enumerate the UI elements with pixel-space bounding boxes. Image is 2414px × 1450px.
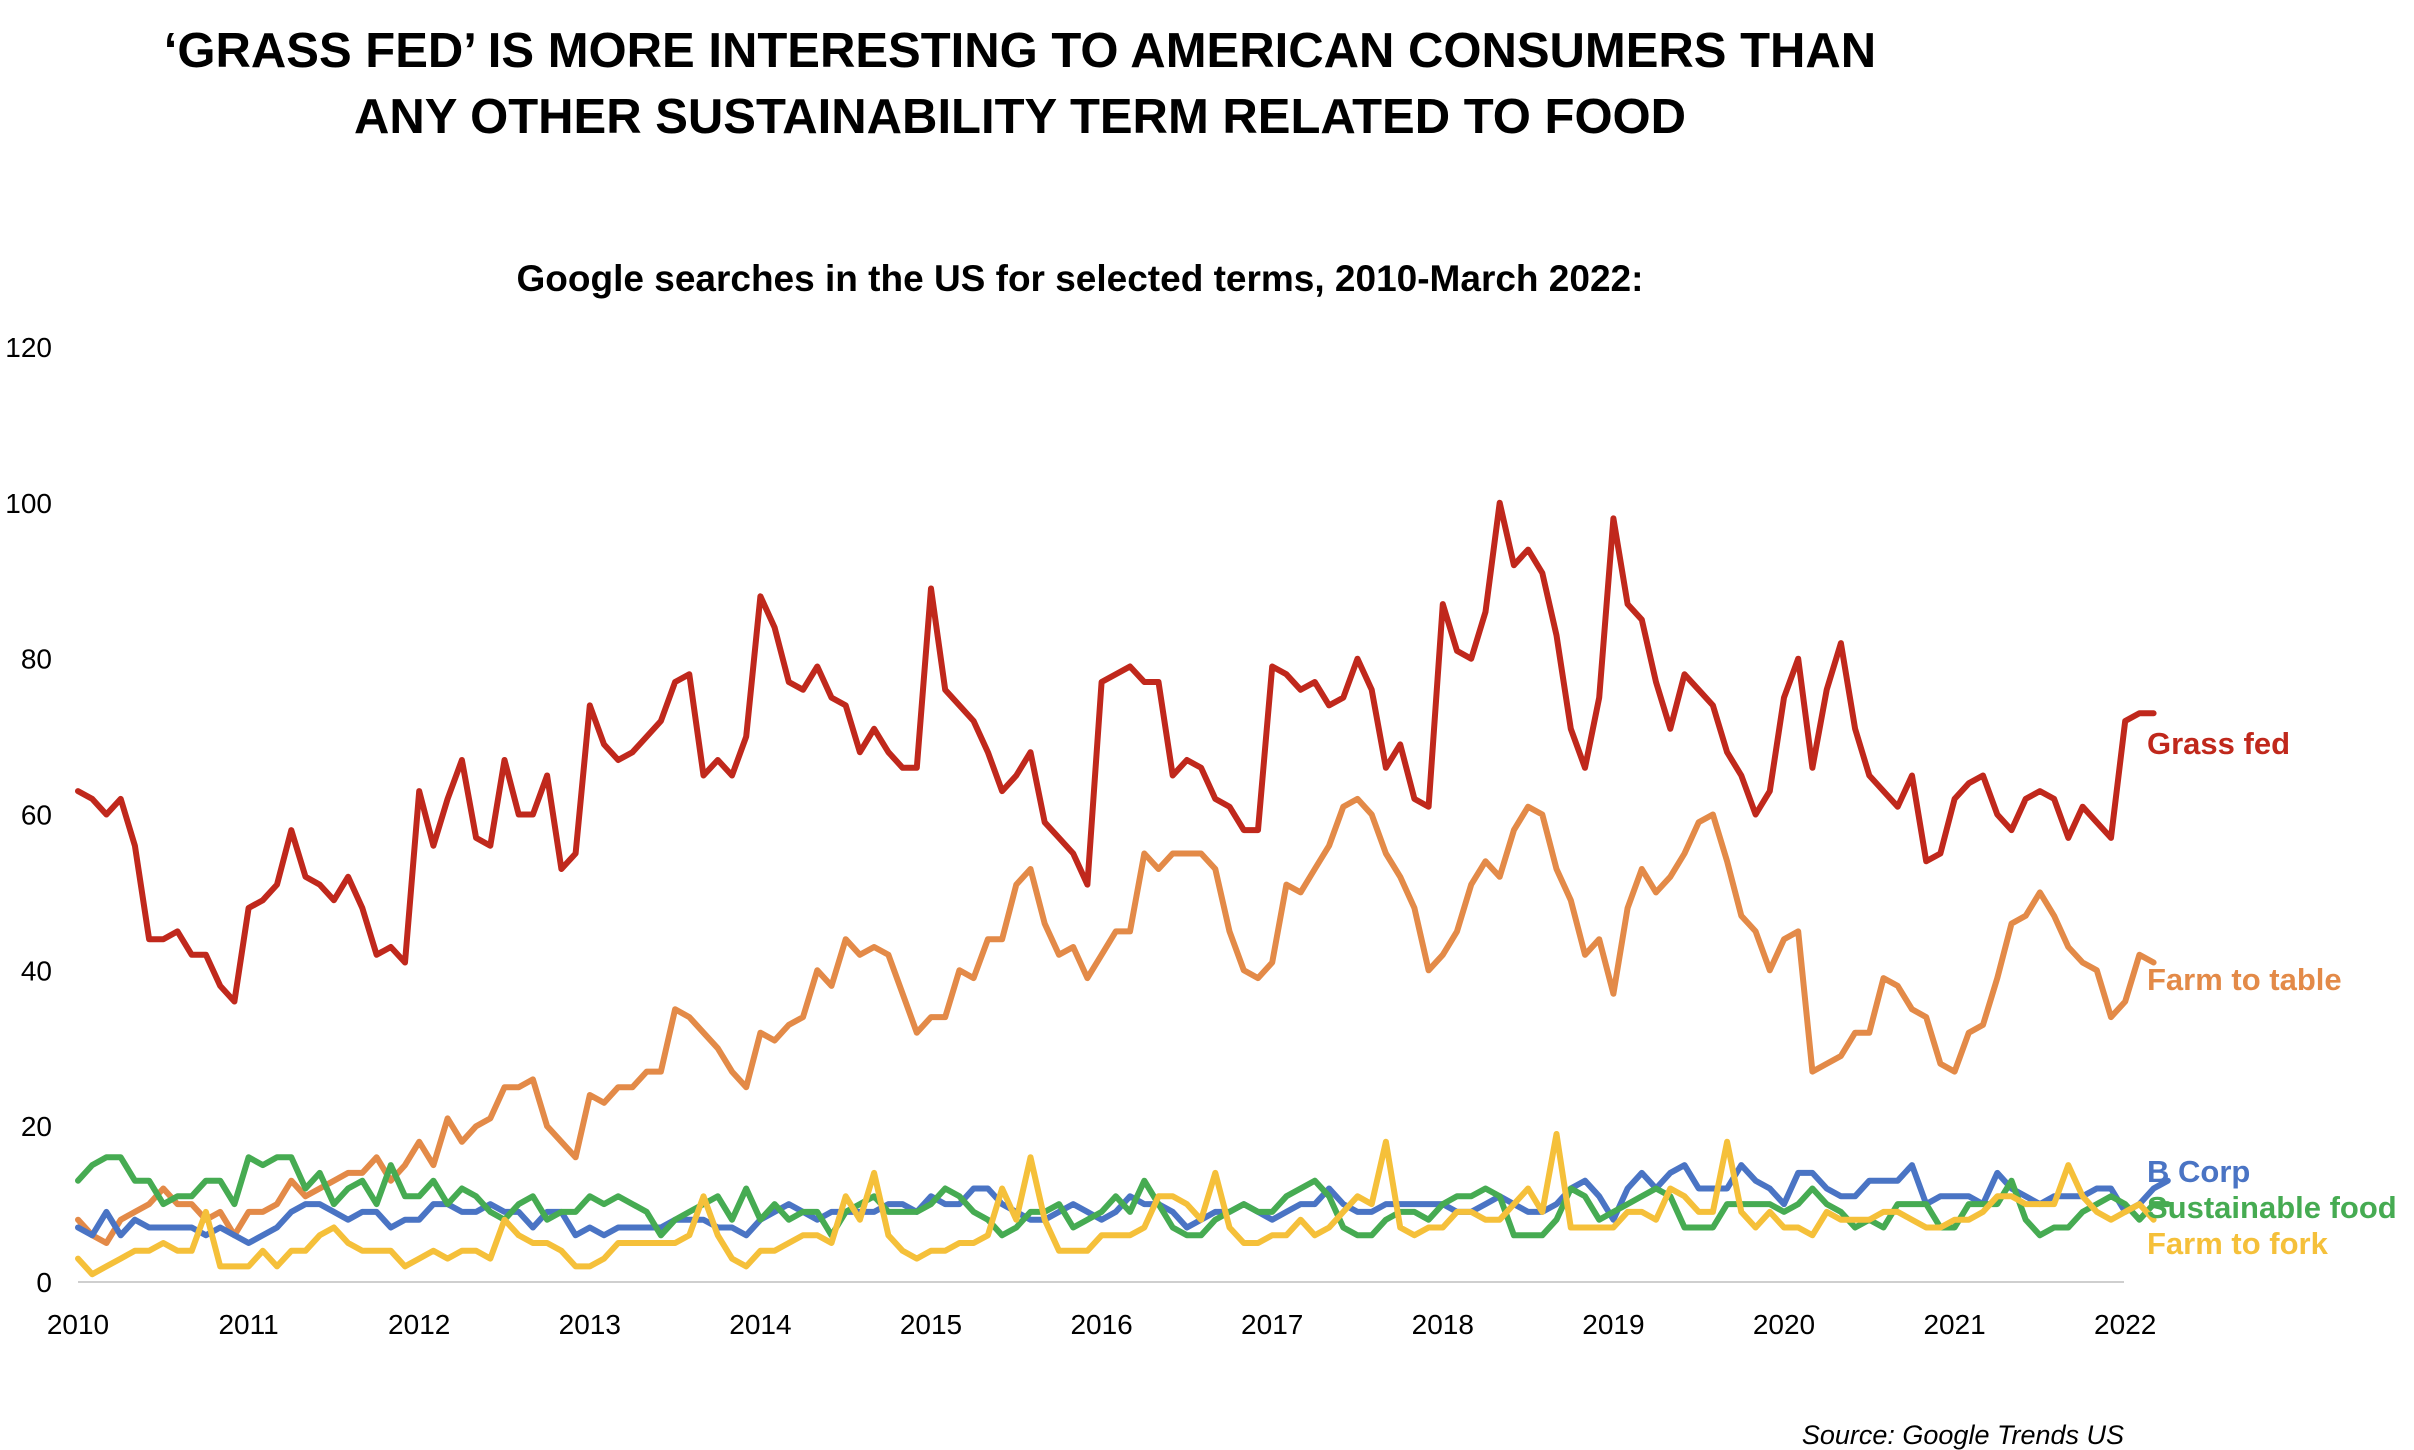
x-tick-label: 2012: [388, 1309, 450, 1340]
y-tick-label: 80: [21, 644, 52, 675]
y-axis-labels: 0 20 40 60 80 100 120: [5, 332, 52, 1298]
source-note: Source: Google Trends US: [1801, 1420, 2124, 1450]
y-tick-label: 60: [21, 800, 52, 831]
x-tick-label: 2011: [218, 1309, 278, 1340]
y-tick-label: 20: [21, 1111, 52, 1142]
x-tick-label: 2020: [1753, 1309, 1815, 1340]
main-title-line-2: ANY OTHER SUSTAINABILITY TERM RELATED TO…: [353, 90, 1687, 144]
x-tick-label: 2018: [1412, 1309, 1474, 1340]
x-tick-label: 2015: [900, 1309, 962, 1340]
x-axis-labels: 2010 2011 2012 2013 2014 2015 2016 2017 2018 2019…: [47, 1309, 2156, 1340]
main-title: ‘GRASS FED’ IS MORE INTERESTING TO AMERI…: [0, 18, 2040, 150]
x-tick-label: 2016: [1070, 1309, 1132, 1340]
y-tick-label: 120: [5, 332, 52, 363]
series-label-b-corp: B Corp: [2147, 1154, 2250, 1189]
x-tick-label: 2017: [1241, 1309, 1303, 1340]
series-labels: Grass fed Farm to table B CorpSustainable …: [2147, 726, 2397, 1261]
y-tick-label: 100: [5, 488, 52, 519]
y-tick-label: 0: [36, 1267, 52, 1298]
series-line-grass-fed: [75, 499, 2157, 1005]
y-tick-label: 40: [21, 955, 52, 986]
x-tick-label: 2021: [1923, 1309, 1985, 1340]
series-line-farm-to-table: [75, 795, 2157, 1246]
series-label-sustainable-food: Sustainable food: [2147, 1190, 2397, 1225]
series-label-farm-to-fork: Farm to fork: [2147, 1226, 2329, 1261]
x-tick-label: 2014: [729, 1309, 791, 1340]
x-tick-label: 2013: [559, 1309, 621, 1340]
series-line-sustainable-food: [75, 1154, 2171, 1239]
chart-title: Google searches in the US for selected t…: [516, 258, 1644, 299]
x-tick-label: 2022: [2094, 1309, 2156, 1340]
series-line-farm-to-fork: [75, 1131, 2157, 1278]
x-tick-label: 2019: [1582, 1309, 1644, 1340]
series-label-farm-to-table: Farm to table: [2147, 962, 2342, 997]
x-tick-label: 2010: [47, 1309, 109, 1340]
series-lines: [75, 499, 2171, 1278]
main-title-line-1: ‘GRASS FED’ IS MORE INTERESTING TO AMERI…: [163, 24, 1877, 78]
series-label-grass-fed: Grass fed: [2147, 726, 2290, 761]
